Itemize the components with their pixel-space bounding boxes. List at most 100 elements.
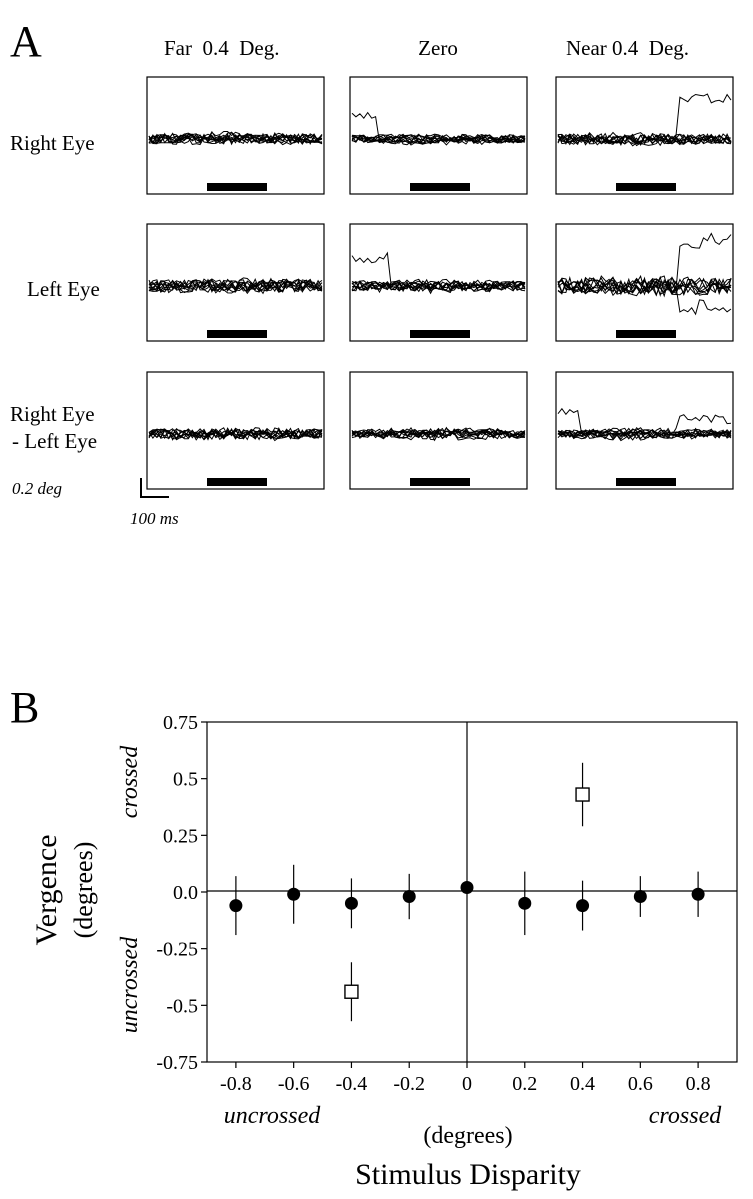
x-tick-label: -0.4 <box>336 1073 368 1095</box>
stimulus-bar <box>616 183 676 191</box>
x-tick-label: -0.6 <box>278 1073 310 1095</box>
data-point-circle <box>229 899 243 913</box>
x-axis-units: (degrees) <box>423 1123 512 1149</box>
column-label-far: Far 0.4 Deg. <box>164 36 279 60</box>
eye-trace <box>148 280 323 293</box>
x-axis-label: Stimulus Disparity <box>355 1158 581 1191</box>
data-point-circle <box>518 896 532 910</box>
trace-panel-frame <box>349 76 528 195</box>
trace-panel-grid <box>146 76 734 490</box>
eye-trace <box>557 429 732 440</box>
eye-trace <box>557 277 732 296</box>
y-axis-ticks: 0.75 0.5 0.25 0.0 -0.25 -0.5 -0.75 <box>156 712 207 1074</box>
y-tick-label: -0.5 <box>166 995 198 1017</box>
trace-panel <box>349 371 528 490</box>
eye-trace <box>557 278 732 297</box>
panel-b-letter: B <box>10 683 39 732</box>
eye-trace <box>351 133 526 143</box>
y-tick-label: 0.75 <box>163 712 198 734</box>
x-tick-label: -0.2 <box>393 1073 425 1095</box>
stimulus-bar <box>616 330 676 338</box>
eye-trace <box>351 428 526 439</box>
eye-trace <box>557 133 732 145</box>
plot-frame <box>206 721 738 1063</box>
data-point-circle <box>287 887 301 901</box>
stimulus-bar <box>616 478 676 486</box>
x-tick-label: 0.6 <box>628 1073 653 1095</box>
data-point-circle <box>633 890 647 904</box>
panel-a: A Far 0.4 Deg. Zero Near 0.4 Deg. Right … <box>10 17 734 528</box>
eye-trace <box>351 280 526 292</box>
x-tick-label: 0.4 <box>570 1073 595 1095</box>
y-annotation-uncrossed: uncrossed <box>117 936 143 1033</box>
trace-panel <box>555 223 734 342</box>
x-tick-label: 0.2 <box>512 1073 537 1095</box>
data-point-circle <box>344 896 358 910</box>
stimulus-bar <box>410 330 470 338</box>
trace-panel <box>349 76 528 195</box>
row-label-left-eye: Left Eye <box>27 277 100 301</box>
eye-trace <box>148 427 323 439</box>
y-tick-label: 0.0 <box>173 882 198 904</box>
stimulus-bar <box>207 183 267 191</box>
y-axis-label: Vergence <box>30 834 63 945</box>
trace-panel-frame <box>349 371 528 490</box>
x-tick-label: 0 <box>462 1073 472 1095</box>
eye-trace <box>351 430 526 439</box>
eye-trace <box>148 131 323 145</box>
column-label-near: Near 0.4 Deg. <box>566 36 689 60</box>
y-tick-label: 0.25 <box>163 825 198 847</box>
trace-panel <box>349 223 528 342</box>
row-label-right-eye: Right Eye <box>10 131 95 155</box>
trace-panel <box>146 371 325 490</box>
eye-trace <box>148 428 323 441</box>
x-tick-label: 0.8 <box>686 1073 711 1095</box>
trace-panel-frame <box>349 223 528 342</box>
scale-bar-vertical-label: 0.2 deg <box>12 479 62 498</box>
scale-bar-horizontal-label: 100 ms <box>130 509 179 528</box>
x-annotation-uncrossed: uncrossed <box>224 1103 321 1129</box>
x-axis-ticks: -0.8 -0.6 -0.4 -0.2 0 0.2 0.4 0.6 0.8 <box>220 1062 711 1095</box>
row-label-difference-line2: - Left Eye <box>12 429 97 453</box>
data-point-circle <box>576 899 590 913</box>
eye-trace <box>351 135 526 146</box>
eye-trace <box>148 132 323 144</box>
panel-a-letter: A <box>10 17 42 66</box>
eye-trace <box>351 135 526 145</box>
eye-trace <box>148 427 323 440</box>
eye-trace <box>351 281 526 295</box>
x-tick-label: -0.8 <box>220 1073 252 1095</box>
trace-panel-frame <box>146 76 325 195</box>
scale-bar: 0.2 deg 100 ms <box>12 478 179 528</box>
eye-trace <box>557 429 732 439</box>
eye-trace <box>351 133 526 144</box>
stimulus-bar <box>410 183 470 191</box>
y-tick-label: -0.75 <box>156 1052 198 1074</box>
trace-panel <box>146 76 325 195</box>
trace-panel-frame <box>555 371 734 490</box>
y-annotation-crossed: crossed <box>117 745 143 818</box>
stimulus-bar <box>207 330 267 338</box>
scatter-points <box>229 762 705 1022</box>
eye-trace <box>148 278 323 293</box>
data-point-circle <box>402 890 416 904</box>
column-label-zero: Zero <box>418 36 458 60</box>
x-annotation-crossed: crossed <box>649 1103 722 1129</box>
panel-b: B 0.750.50.250.0-0.25-0.5-0.75 -0.8 -0.6-… <box>10 683 738 1191</box>
eye-trace <box>148 280 323 293</box>
trace-panel-frame <box>555 76 734 195</box>
trace-panel <box>146 223 325 342</box>
y-axis-units: (degrees) <box>69 842 98 939</box>
data-point-square <box>575 787 590 802</box>
y-tick-label: -0.25 <box>156 939 198 961</box>
eye-trace <box>557 277 732 298</box>
stimulus-bar <box>207 478 267 486</box>
data-point-square <box>344 984 359 999</box>
eye-trace <box>351 430 526 441</box>
trace-panel-frame <box>555 223 734 342</box>
trace-panel <box>555 371 734 490</box>
eye-trace <box>351 429 526 439</box>
trace-panel-frame <box>146 371 325 490</box>
eye-trace <box>351 278 526 290</box>
